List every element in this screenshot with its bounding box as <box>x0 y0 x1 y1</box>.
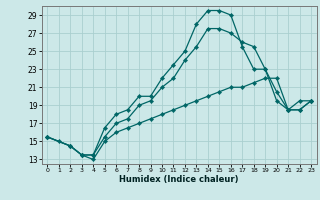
X-axis label: Humidex (Indice chaleur): Humidex (Indice chaleur) <box>119 175 239 184</box>
